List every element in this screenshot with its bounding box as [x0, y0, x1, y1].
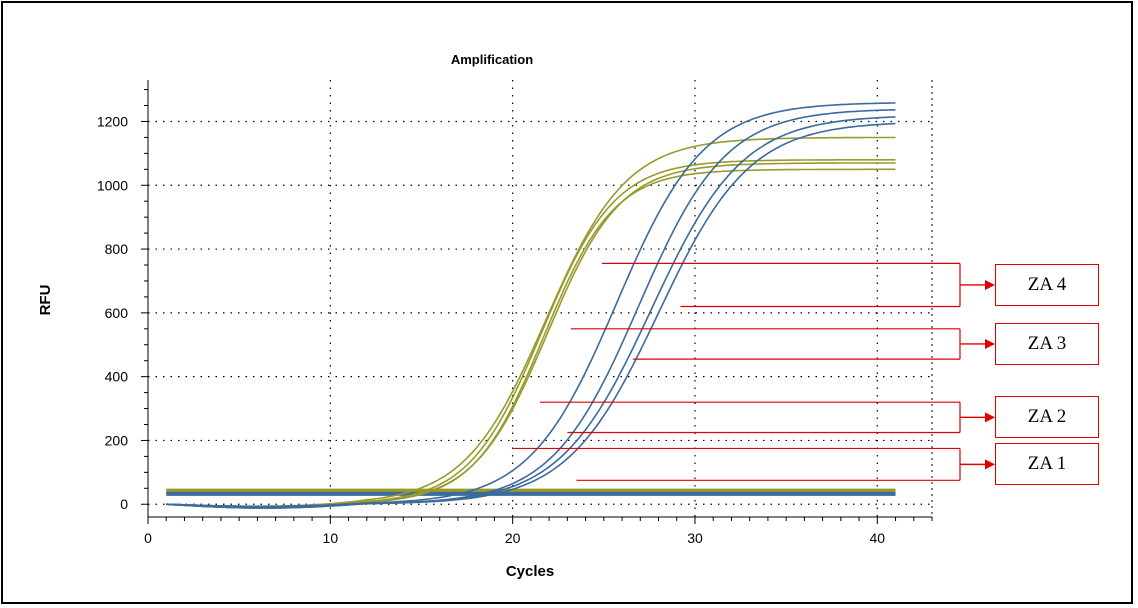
y-axis-title: RFU — [37, 285, 54, 316]
annotation-arrowhead — [985, 279, 995, 290]
axes: 0 200 400 600 800 1000 1200 0 10 20 30 40 — [97, 80, 933, 546]
x-axis-title: Cycles — [506, 563, 554, 580]
amplification-curve — [166, 168, 896, 509]
annotation-label-box: ZA 4 — [995, 263, 1099, 306]
annotation-label: ZA 1 — [1027, 453, 1067, 475]
y-tick-label: 1000 — [97, 177, 128, 193]
annotation-arrowhead — [985, 338, 995, 349]
annotation-label-box: ZA 1 — [995, 443, 1099, 486]
y-tick-label: 0 — [120, 496, 128, 512]
x-tick-label: 40 — [870, 530, 886, 546]
amplification-curve — [166, 136, 896, 507]
y-tick-label: 800 — [105, 241, 129, 257]
y-tick-label: 600 — [105, 305, 129, 321]
y-tick-label: 400 — [105, 369, 129, 385]
annotation-label: ZA 2 — [1027, 406, 1067, 428]
annotation-label: ZA 4 — [1027, 273, 1067, 295]
x-tick-label: 10 — [323, 530, 339, 546]
y-tick-label: 1200 — [97, 113, 128, 129]
amplification-curve — [166, 122, 896, 509]
x-tick-label: 30 — [687, 530, 703, 546]
annotation-arrowhead — [985, 412, 995, 423]
amplification-curve — [166, 116, 896, 508]
grid-lines — [148, 80, 932, 517]
x-tick-label: 20 — [505, 530, 521, 546]
x-tick-label: 0 — [144, 530, 152, 546]
annotation-arrowhead — [985, 459, 995, 470]
y-tick-label: 200 — [105, 432, 129, 448]
annotation-label-box: ZA 2 — [995, 396, 1099, 439]
annotation-label-box: ZA 3 — [995, 322, 1099, 365]
annotation-label: ZA 3 — [1027, 332, 1067, 354]
series-lines — [166, 102, 896, 509]
annotation-lines — [512, 262, 995, 481]
chart-title: Amplification — [451, 52, 533, 67]
